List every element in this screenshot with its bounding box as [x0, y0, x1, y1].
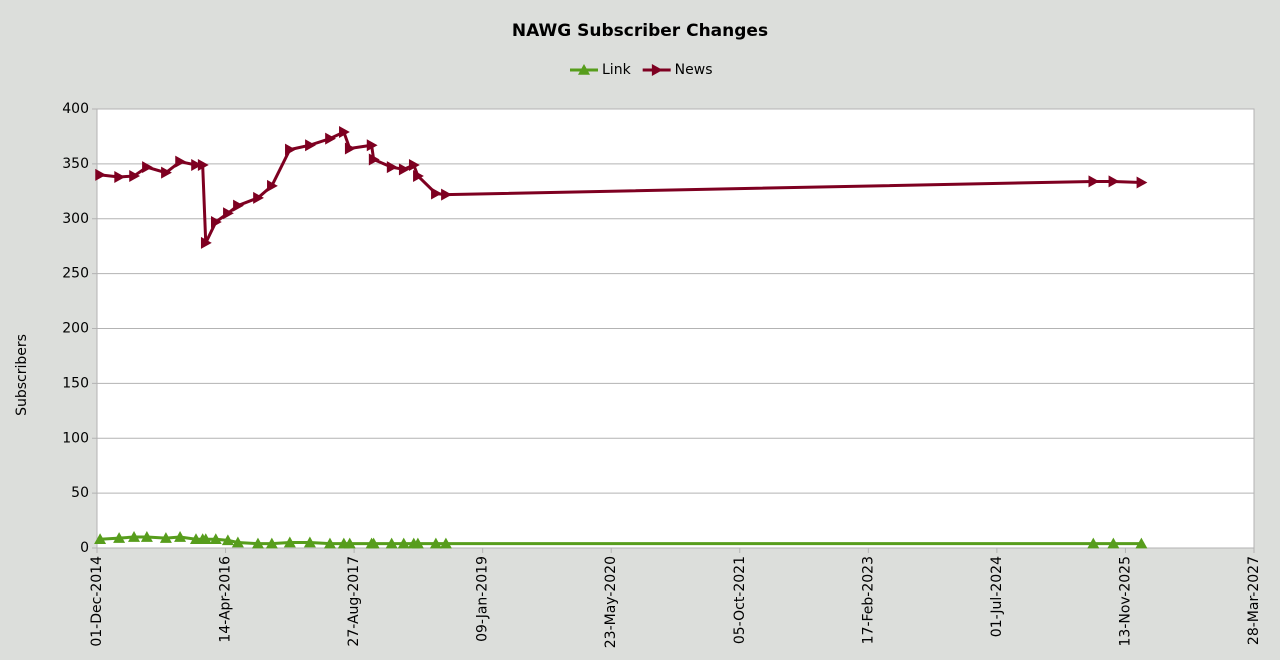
y-tick-label: 100	[62, 430, 89, 446]
data-point	[174, 531, 187, 542]
data-point	[1088, 175, 1100, 188]
data-point	[114, 171, 126, 184]
y-tick-label: 50	[71, 485, 89, 501]
x-tick-label: 23-May-2020	[603, 556, 619, 648]
data-point	[221, 534, 234, 546]
data-point	[199, 533, 212, 545]
x-tick-label: 01-Jul-2024	[989, 556, 1005, 637]
data-point	[159, 532, 172, 543]
y-tick-label: 150	[62, 375, 89, 391]
legend-marker	[651, 64, 663, 76]
data-point	[142, 161, 153, 174]
data-point	[210, 216, 222, 229]
data-point	[325, 132, 336, 145]
x-tick-label: 14-Apr-2016	[218, 556, 234, 643]
y-tick-label: 300	[62, 211, 89, 227]
data-point	[191, 158, 202, 171]
x-tick-label: 01-Dec-2014	[89, 556, 105, 647]
data-point	[303, 536, 316, 548]
legend-label: Link	[602, 62, 632, 78]
data-point	[231, 536, 244, 548]
data-point	[251, 537, 264, 549]
data-point	[368, 153, 380, 166]
data-point	[344, 142, 356, 155]
data-point	[161, 166, 172, 179]
y-axis-label: Subscribers	[14, 334, 30, 416]
x-tick-label: 05-Oct-2021	[732, 556, 748, 644]
legend-marker	[578, 64, 590, 75]
y-tick-label: 200	[62, 321, 89, 337]
x-tick-label: 17-Feb-2023	[860, 556, 876, 644]
data-point	[385, 537, 398, 549]
data-point	[233, 199, 244, 212]
chart-title: NAWG Subscriber Changes	[512, 21, 768, 41]
y-tick-label: 0	[80, 540, 89, 556]
data-point	[397, 537, 410, 549]
data-point	[129, 169, 141, 182]
data-point	[429, 537, 442, 549]
data-point	[431, 187, 442, 200]
y-tick-label: 400	[62, 101, 89, 117]
data-point	[305, 139, 316, 152]
data-point	[285, 143, 296, 156]
data-point	[413, 169, 424, 182]
data-point	[398, 163, 410, 176]
data-point	[267, 179, 278, 192]
data-point	[441, 188, 452, 201]
data-point	[94, 533, 107, 545]
x-tick-label: 27-Aug-2017	[346, 556, 362, 647]
y-tick-label: 350	[62, 156, 89, 172]
data-point	[367, 537, 380, 549]
data-point	[253, 191, 264, 204]
data-point	[1108, 175, 1120, 188]
data-point	[223, 207, 234, 220]
data-point	[323, 537, 336, 549]
data-point	[1107, 537, 1120, 549]
x-tick-label: 09-Jan-2019	[475, 556, 491, 642]
data-point	[343, 537, 356, 549]
data-point	[439, 537, 452, 549]
data-point	[209, 533, 222, 545]
data-point	[1136, 176, 1148, 189]
data-point	[283, 536, 296, 548]
data-point	[408, 158, 420, 171]
data-point	[366, 139, 378, 152]
x-tick-label: 28-Mar-2027	[1246, 556, 1262, 645]
data-point	[175, 155, 187, 168]
data-point	[265, 537, 278, 549]
data-point	[411, 537, 424, 549]
legend-label: News	[675, 62, 713, 78]
data-point	[95, 168, 107, 181]
data-point	[339, 126, 350, 139]
y-tick-label: 250	[62, 266, 89, 282]
plot-border	[96, 108, 1255, 549]
data-point	[128, 531, 141, 542]
data-point	[1135, 537, 1148, 549]
data-point	[386, 161, 398, 174]
data-point	[140, 531, 153, 542]
x-tick-label: 13-Nov-2025	[1117, 556, 1133, 647]
data-point	[113, 532, 126, 543]
data-point	[200, 236, 212, 249]
data-point	[1087, 537, 1100, 549]
data-point	[197, 158, 209, 171]
